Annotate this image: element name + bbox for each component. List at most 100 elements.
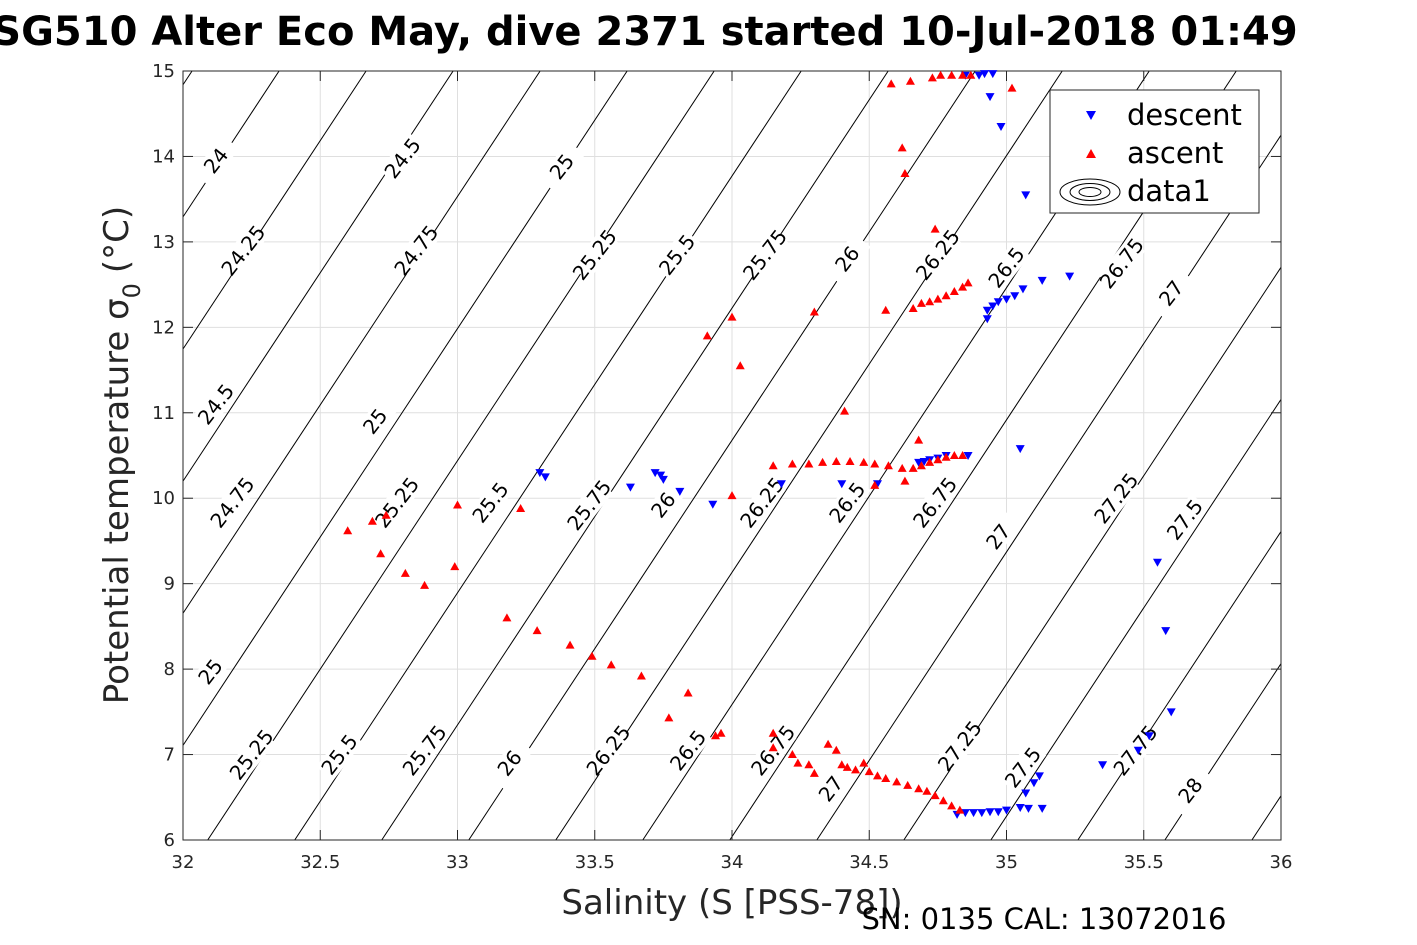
- ascent-point: [870, 480, 880, 489]
- ascent-point: [922, 786, 932, 795]
- ascent-point: [900, 169, 910, 178]
- descent-point: [1037, 804, 1047, 813]
- ascent-point: [925, 297, 935, 306]
- descent-point: [1010, 292, 1020, 301]
- descent-point: [776, 480, 786, 489]
- ascent-point: [886, 79, 896, 88]
- ascent-point: [768, 743, 778, 752]
- ascent-point: [908, 304, 918, 313]
- y-axis-label-subscript: 0: [118, 283, 146, 298]
- ascent-point: [905, 76, 915, 85]
- ascent-point: [837, 760, 847, 769]
- descent-point: [650, 469, 660, 478]
- ascent-point: [897, 143, 907, 152]
- ascent-point: [1007, 83, 1017, 92]
- contour-label-mask: [486, 737, 534, 789]
- ascent-point: [892, 777, 902, 786]
- contour-label-mask: [1166, 764, 1214, 817]
- y-axis-label-unit: (°C): [97, 206, 137, 273]
- ascent-point: [450, 562, 460, 571]
- descent-point: [1034, 772, 1044, 781]
- ascent-point: [963, 278, 973, 287]
- ascent-point: [664, 713, 674, 722]
- contour-label-mask: [999, 741, 1047, 794]
- ascent-point: [831, 745, 841, 754]
- isopycnal-line: [903, 266, 1281, 840]
- ascent-point: [925, 457, 935, 466]
- descent-point: [1002, 295, 1011, 304]
- descent-point: [985, 93, 995, 102]
- isopycnal-line: [468, 71, 976, 840]
- contour-label-mask: [228, 728, 276, 781]
- contour-label-mask: [585, 724, 632, 776]
- x-tick-label: 32: [172, 852, 195, 873]
- legend-data1-label: data1: [1127, 174, 1211, 208]
- contour-label-mask: [538, 141, 586, 193]
- descent-point: [1002, 806, 1011, 815]
- y-axis-label-main: Potential temperature σ: [97, 298, 137, 704]
- x-tick-label: 33.5: [575, 852, 615, 873]
- isopycnal-line: [207, 71, 715, 840]
- ascent-point: [914, 784, 924, 793]
- ascent-point: [881, 305, 891, 314]
- serial-calibration-note: SN: 0135 CAL: 13072016: [862, 902, 1227, 936]
- ascent-point: [900, 476, 910, 485]
- descent-point: [1152, 558, 1162, 567]
- contour-label-mask: [466, 476, 514, 529]
- ascent-point: [453, 500, 462, 509]
- contour-label-mask: [914, 229, 962, 281]
- legend-ascent-marker: [1086, 149, 1096, 158]
- descent-point: [1021, 789, 1031, 798]
- ascent-point: [872, 771, 882, 780]
- descent-point: [974, 71, 984, 80]
- descent-point: [1166, 708, 1176, 717]
- descent-point: [988, 302, 998, 311]
- isopycnal-line: [183, 71, 454, 483]
- contour-label-mask: [823, 476, 871, 529]
- contour-label-mask: [379, 132, 427, 184]
- descent-point: [969, 809, 979, 818]
- legend: descent ascent data1: [1049, 89, 1260, 214]
- descent-point: [1133, 746, 1143, 755]
- descent-point: [982, 315, 992, 324]
- y-tick-label: 9: [164, 574, 175, 595]
- ascent-point: [818, 457, 828, 466]
- ascent-point: [966, 70, 976, 79]
- y-tick-label: 6: [164, 830, 175, 851]
- descent-point: [982, 306, 992, 315]
- descent-point: [996, 123, 1006, 132]
- ascent-point: [930, 791, 940, 800]
- ascent-point: [958, 282, 968, 291]
- contour-label-mask: [738, 476, 786, 529]
- ascent-point: [845, 456, 855, 465]
- y-tick-label: 7: [164, 745, 175, 766]
- ascent-point: [851, 765, 861, 774]
- ascent-point: [367, 516, 377, 525]
- ascent-point: [809, 768, 819, 777]
- isopycnal-line: [294, 71, 802, 840]
- ascent-point: [400, 568, 410, 577]
- descent-point: [837, 480, 847, 489]
- contour-label-mask: [639, 479, 687, 531]
- descent-point: [980, 70, 990, 79]
- ascent-point: [908, 463, 918, 472]
- y-tick-label: 15: [152, 61, 175, 82]
- contour-label-mask: [316, 728, 363, 781]
- ascent-point: [804, 760, 814, 769]
- descent-point: [1018, 285, 1028, 294]
- contour-label-mask: [571, 229, 619, 281]
- ascent-point: [376, 549, 386, 558]
- contour-label-mask: [1161, 493, 1209, 546]
- ascent-point: [881, 773, 891, 782]
- contour-label-mask: [192, 135, 240, 187]
- ascent-point: [727, 312, 737, 321]
- contour-label-mask: [936, 720, 984, 772]
- descent-point: [985, 808, 995, 817]
- descent-point: [1065, 272, 1075, 281]
- descent-point: [658, 475, 668, 484]
- contour-label-mask: [401, 724, 449, 776]
- ascent-point: [768, 461, 778, 470]
- ascent-point: [381, 510, 391, 519]
- contour-label-mask: [392, 224, 440, 277]
- ascent-point: [933, 294, 943, 303]
